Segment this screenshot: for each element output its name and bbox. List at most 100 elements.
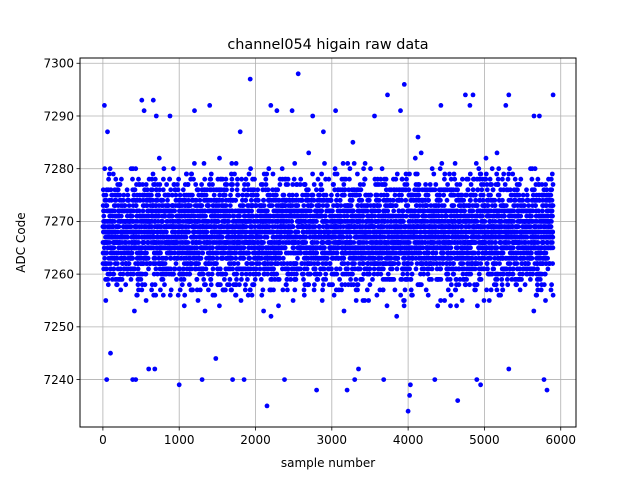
- data-point: [439, 213, 445, 219]
- data-point: [195, 298, 201, 303]
- data-point: [265, 208, 270, 214]
- data-point: [203, 282, 208, 288]
- data-point: [117, 192, 123, 198]
- data-point: [314, 250, 320, 256]
- data-point: [189, 171, 195, 177]
- data-point: [132, 308, 137, 314]
- data-point: [447, 277, 453, 282]
- data-point: [252, 277, 258, 282]
- data-point: [308, 208, 313, 214]
- data-point: [447, 171, 452, 177]
- data-point: [376, 208, 382, 214]
- data-point: [193, 182, 199, 187]
- data-point: [245, 277, 250, 282]
- data-point: [177, 192, 183, 198]
- data-point: [173, 261, 179, 266]
- data-point: [245, 192, 250, 198]
- data-point: [103, 298, 109, 303]
- data-point: [383, 176, 389, 182]
- data-point: [259, 292, 265, 298]
- data-point: [102, 166, 108, 172]
- data-point: [295, 255, 300, 261]
- data-point: [186, 229, 192, 235]
- data-point: [444, 197, 450, 203]
- data-point: [234, 271, 240, 277]
- data-point: [392, 287, 398, 293]
- data-point: [476, 166, 482, 172]
- data-point: [378, 271, 384, 277]
- data-points: [100, 71, 556, 414]
- data-point: [242, 182, 247, 187]
- data-point: [175, 182, 180, 187]
- data-point: [260, 182, 265, 187]
- data-point: [401, 298, 407, 303]
- data-point: [189, 266, 194, 272]
- data-point: [208, 176, 214, 182]
- data-point: [234, 277, 239, 282]
- data-point: [334, 271, 340, 277]
- data-point: [290, 192, 295, 198]
- data-point: [210, 245, 216, 251]
- data-point: [111, 266, 117, 272]
- data-point: [197, 197, 203, 203]
- data-point: [258, 277, 264, 282]
- data-point: [239, 271, 245, 277]
- data-point: [278, 250, 283, 256]
- data-point: [338, 213, 344, 219]
- data-point: [160, 219, 165, 224]
- data-point: [190, 192, 195, 198]
- data-point: [255, 187, 261, 193]
- data-point: [281, 261, 287, 266]
- data-point: [314, 187, 319, 193]
- data-point: [114, 255, 120, 261]
- data-point: [136, 208, 142, 214]
- data-point: [249, 208, 255, 214]
- data-point: [393, 176, 399, 182]
- data-point: [445, 287, 451, 293]
- data-point: [312, 282, 317, 288]
- data-point: [432, 187, 438, 193]
- data-point: [399, 277, 405, 282]
- data-point: [455, 187, 460, 193]
- data-point: [353, 298, 359, 303]
- data-point: [264, 234, 270, 240]
- data-point: [452, 161, 458, 166]
- data-point: [232, 171, 237, 177]
- data-point: [174, 277, 179, 282]
- data-point: [459, 192, 465, 198]
- data-point: [437, 166, 443, 172]
- data-point: [240, 192, 246, 198]
- data-point: [129, 250, 135, 256]
- data-point: [103, 197, 109, 203]
- data-point: [285, 182, 291, 187]
- data-point: [105, 277, 111, 282]
- data-point: [305, 192, 311, 198]
- data-point: [442, 298, 447, 303]
- data-point: [323, 213, 328, 219]
- data-point: [169, 192, 175, 198]
- data-point: [223, 271, 229, 277]
- data-point: [208, 277, 214, 282]
- data-point: [160, 197, 166, 203]
- data-point: [231, 261, 237, 266]
- data-point: [331, 182, 336, 187]
- data-point: [348, 203, 354, 209]
- data-point: [118, 266, 123, 272]
- data-point: [323, 271, 329, 277]
- data-point: [168, 255, 174, 261]
- data-point: [374, 192, 380, 198]
- data-point: [472, 266, 478, 272]
- data-point: [350, 208, 356, 214]
- data-point: [366, 197, 372, 203]
- data-point: [149, 287, 155, 293]
- data-point: [350, 139, 356, 145]
- data-point: [314, 219, 319, 224]
- data-point: [292, 161, 298, 166]
- data-point: [152, 176, 158, 182]
- data-point: [226, 219, 232, 224]
- data-point: [167, 176, 173, 182]
- data-point: [124, 187, 130, 193]
- data-point: [474, 203, 480, 209]
- data-point: [412, 208, 418, 214]
- data-point: [299, 197, 305, 203]
